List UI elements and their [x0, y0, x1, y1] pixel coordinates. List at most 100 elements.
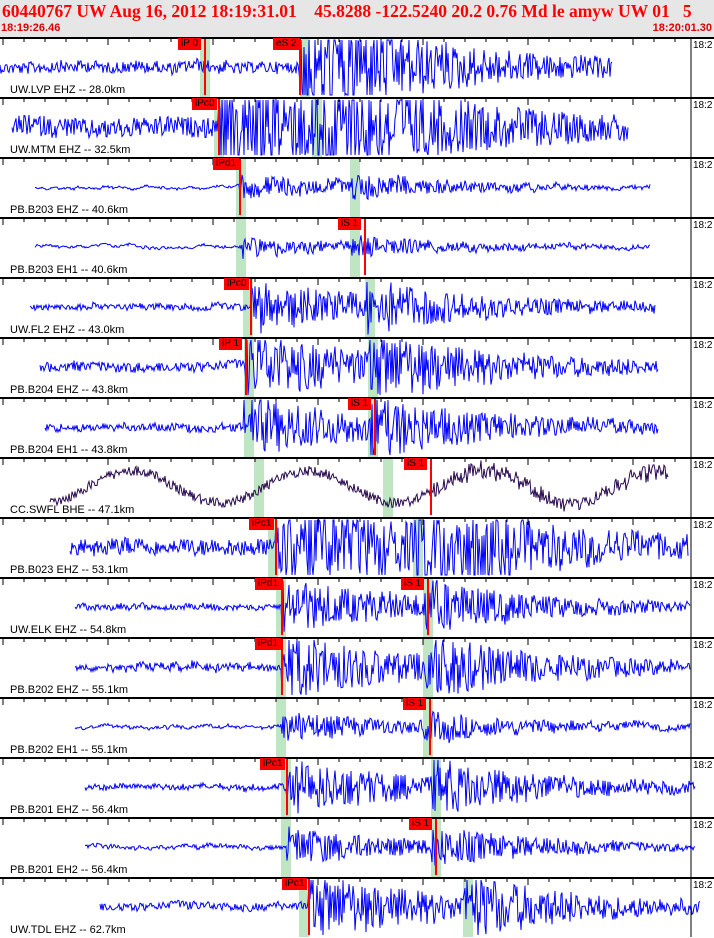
seismogram-trace — [74, 710, 691, 744]
s-window — [368, 397, 378, 457]
waveform-plot — [0, 577, 714, 637]
waveform-panels[interactable]: iP 0 eS 2 UW.LVP EHZ -- 28.0km 18:2 iPc0 UW.M… — [0, 37, 714, 938]
seismogram-trace — [11, 98, 629, 156]
seismogram-trace — [74, 579, 691, 632]
s-window — [383, 457, 393, 517]
waveform-plot — [0, 697, 714, 757]
seismogram-trace — [99, 879, 701, 936]
p-window — [243, 277, 253, 337]
waveform-plot — [0, 37, 714, 97]
trace-panel[interactable]: iP 1 PB.B204 EHZ -- 43.8km 18:2 — [0, 337, 714, 397]
pick-flag[interactable]: iS 1 — [409, 818, 433, 830]
trace-time-label: 18:2 — [693, 340, 713, 351]
pick-flag[interactable]: iPc1 — [249, 518, 275, 530]
trace-panel[interactable]: iS 1 CC.SWFL BHE -- 47.1km 18:2 — [0, 457, 714, 517]
channel-label: PB.B201 EHZ -- 56.4km — [10, 804, 128, 816]
trace-time-label: 18:2 — [693, 880, 713, 891]
channel-label: CC.SWFL BHE -- 47.1km — [10, 504, 135, 516]
channel-label: UW.ELK EHZ -- 54.8km — [10, 624, 127, 636]
channel-label: UW.LVP EHZ -- 28.0km — [10, 84, 126, 96]
trace-time-label: 18:2 — [693, 640, 713, 651]
trace-panel[interactable]: iPd1 PB.B203 EHZ -- 40.6km 18:2 — [0, 157, 714, 217]
channel-label: PB.B203 EHZ -- 40.6km — [10, 204, 128, 216]
seismogram-trace — [84, 759, 696, 814]
trace-panel[interactable]: iPd1 iS 1 UW.ELK EHZ -- 54.8km 18:2 — [0, 577, 714, 637]
trace-panel[interactable]: iS 1 PB.B203 EH1 -- 40.6km 18:2 — [0, 217, 714, 277]
trace-time-label: 18:2 — [693, 40, 713, 51]
seismogram-trace — [49, 460, 669, 512]
pick-flag[interactable]: iS 1 — [404, 458, 428, 470]
seismogram-trace — [39, 339, 659, 396]
pick-flag[interactable]: iS 1 — [401, 578, 425, 590]
pick-flag[interactable]: iS 1 — [403, 698, 427, 710]
pick-flag[interactable]: iP 1 — [219, 338, 243, 350]
channel-label: PB.B203 EH1 -- 40.6km — [10, 264, 128, 276]
waveform-plot — [0, 97, 714, 157]
pick-flag[interactable]: iS 1 — [348, 398, 372, 410]
pick-flag[interactable]: iPc0 — [224, 278, 250, 290]
seismogram-trace — [84, 826, 696, 866]
pick-flag[interactable]: iP 0 — [178, 38, 202, 50]
trace-panel[interactable]: iPc0 UW.FL2 EHZ -- 43.0km 18:2 — [0, 277, 714, 337]
p-window — [299, 877, 309, 937]
s-window — [423, 637, 433, 697]
seismogram-trace — [69, 518, 689, 576]
waveform-plot — [0, 817, 714, 877]
event-header: 60440767 UW Aug 16, 2012 18:19:31.01 45.… — [0, 0, 714, 37]
trace-time-label: 18:2 — [693, 220, 713, 231]
channel-label: UW.FL2 EHZ -- 43.0km — [10, 324, 125, 336]
end-time-label: 18:20:01.30 — [652, 22, 712, 34]
trace-time-label: 18:2 — [693, 400, 713, 411]
channel-label: UW.MTM EHZ -- 32.5km — [10, 144, 131, 156]
trace-panel[interactable]: iPc1 UW.TDL EHZ -- 62.7km 18:2 — [0, 877, 714, 937]
seismogram-trace — [35, 174, 651, 201]
pick-flag[interactable]: iPc1 — [282, 878, 308, 890]
trace-time-label: 18:2 — [693, 160, 713, 171]
seismogram-trace — [74, 639, 691, 696]
channel-label: UW.TDL EHZ -- 62.7km — [10, 924, 126, 936]
trace-time-label: 18:2 — [693, 700, 713, 711]
p-window — [244, 397, 254, 457]
waveform-plot — [0, 877, 714, 937]
trace-panel[interactable]: iPd1 PB.B202 EHZ -- 55.1km 18:2 — [0, 637, 714, 697]
trace-time-label: 18:2 — [693, 460, 713, 471]
trace-time-label: 18:2 — [693, 100, 713, 111]
waveform-plot — [0, 157, 714, 217]
trace-panel[interactable]: iP 0 eS 2 UW.LVP EHZ -- 28.0km 18:2 — [0, 37, 714, 97]
trace-time-label: 18:2 — [693, 520, 713, 531]
seismogram-trace — [0, 39, 613, 97]
trace-panel[interactable]: iS 1 PB.B201 EH2 -- 56.4km 18:2 — [0, 817, 714, 877]
trace-panel[interactable]: iPc0 UW.MTM EHZ -- 32.5km 18:2 — [0, 97, 714, 157]
pick-flag[interactable]: eS 2 — [273, 38, 300, 50]
channel-label: PB.B204 EHZ -- 43.8km — [10, 384, 128, 396]
start-time-label: 18:19:26.46 — [1, 22, 61, 34]
trace-panel[interactable]: iPc1 PB.B201 EHZ -- 56.4km 18:2 — [0, 757, 714, 817]
channel-label: PB.B202 EH1 -- 55.1km — [10, 744, 128, 756]
s-window — [413, 517, 423, 577]
trace-time-label: 18:2 — [693, 820, 713, 831]
seismogram-trace — [34, 235, 651, 259]
channel-label: PB.B023 EHZ -- 53.1km — [10, 564, 128, 576]
trace-time-label: 18:2 — [693, 760, 713, 771]
pick-flag[interactable]: iPd1 — [213, 158, 240, 170]
pick-flag[interactable]: iPc1 — [260, 758, 286, 770]
trace-panel[interactable]: iPc1 PB.B023 EHZ -- 53.1km 18:2 — [0, 517, 714, 577]
channel-label: PB.B202 EHZ -- 55.1km — [10, 684, 128, 696]
waveform-plot — [0, 337, 714, 397]
trace-panel[interactable]: iS 1 PB.B204 EH1 -- 43.8km 18:2 — [0, 397, 714, 457]
seismogram-trace — [44, 399, 659, 456]
pick-flag[interactable]: iPd1 — [255, 638, 282, 650]
trace-time-label: 18:2 — [693, 580, 713, 591]
channel-label: PB.B204 EH1 -- 43.8km — [10, 444, 128, 456]
s-window — [300, 37, 310, 97]
trace-panel[interactable]: iS 1 PB.B202 EH1 -- 55.1km 18:2 — [0, 697, 714, 757]
waveform-plot — [0, 277, 714, 337]
event-title: 60440767 UW Aug 16, 2012 18:19:31.01 45.… — [2, 1, 692, 21]
pick-flag[interactable]: iPc0 — [192, 98, 218, 110]
waveform-plot — [0, 457, 714, 517]
channel-label: PB.B201 EH2 -- 56.4km — [10, 864, 128, 876]
waveform-plot — [0, 517, 714, 577]
pick-flag[interactable]: iPd1 — [255, 578, 282, 590]
s-window — [463, 877, 473, 937]
pick-flag[interactable]: iS 1 — [338, 218, 362, 230]
